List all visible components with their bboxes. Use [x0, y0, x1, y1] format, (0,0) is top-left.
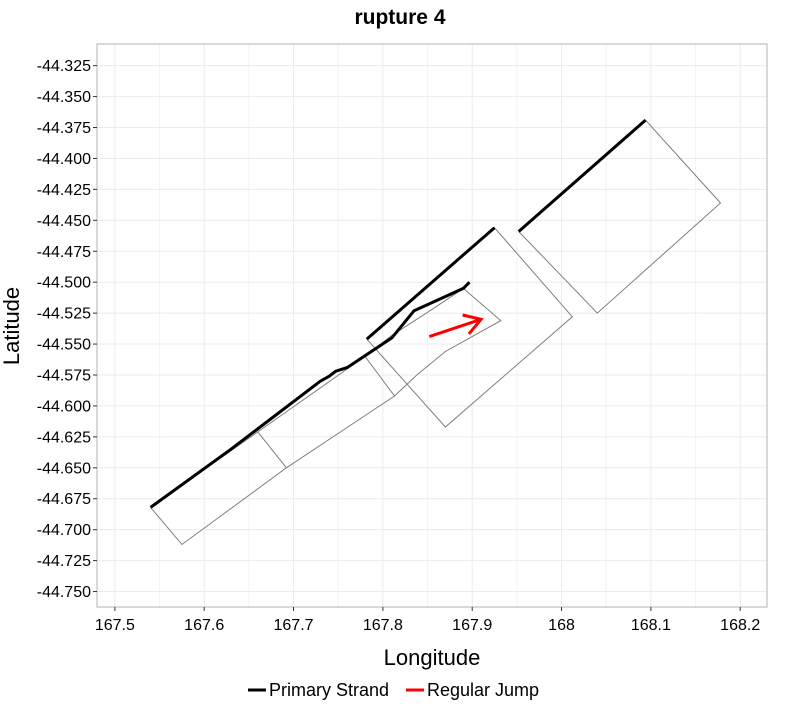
fault-outline	[366, 226, 574, 428]
y-tick-label: -44.350	[37, 89, 91, 106]
chart-title: rupture 4	[354, 6, 445, 29]
x-axis-label: Longitude	[384, 645, 481, 670]
y-tick-label: -44.550	[37, 337, 91, 354]
series-layer	[149, 118, 647, 509]
y-tick-label: -44.500	[37, 275, 91, 292]
primary-strand-line	[365, 226, 496, 341]
y-tick-label: -44.400	[37, 151, 91, 168]
y-tick-label: -44.725	[37, 553, 91, 570]
y-tick-label: -44.600	[37, 398, 91, 415]
y-tick-label: -44.650	[37, 460, 91, 477]
y-tick-label: -44.750	[37, 584, 91, 601]
y-tick-label: -44.450	[37, 213, 91, 230]
plot-frame	[96, 43, 768, 608]
legend-label-regular-jump: Regular Jump	[427, 680, 539, 700]
y-axis-ticks: -44.325 -44.350 -44.375 -44.400 -44.425 -44.4…	[37, 58, 97, 601]
x-tick-label: 168.2	[720, 617, 760, 634]
grid-layer	[97, 44, 767, 607]
regular-jump-arrowhead	[462, 313, 484, 335]
y-tick-label: -44.475	[37, 244, 91, 261]
x-tick-label: 167.8	[363, 617, 403, 634]
y-tick-label: -44.675	[37, 491, 91, 508]
fault-outline	[150, 431, 288, 546]
x-tick-label: 167.7	[274, 617, 314, 634]
x-axis-ticks: 167.5 167.6 167.7 167.8 167.9 168 168.1 168.2	[95, 607, 760, 634]
y-tick-label: -44.575	[37, 367, 91, 384]
legend-label-primary-strand: Primary Strand	[269, 680, 389, 700]
fault-outline	[518, 119, 722, 314]
y-tick-label: -44.375	[37, 120, 91, 137]
legend: Primary Strand Regular Jump	[248, 680, 539, 700]
y-tick-label: -44.625	[37, 429, 91, 446]
y-axis-label: Latitude	[0, 287, 24, 365]
x-tick-label: 167.9	[452, 617, 492, 634]
x-tick-label: 167.5	[95, 617, 135, 634]
x-tick-label: 168	[548, 617, 575, 634]
primary-strand-line	[149, 281, 471, 509]
y-tick-label: -44.525	[37, 306, 91, 323]
y-tick-label: -44.425	[37, 182, 91, 199]
y-tick-label: -44.700	[37, 522, 91, 539]
regular-jump-line	[428, 317, 482, 339]
y-tick-label: -44.325	[37, 58, 91, 75]
fault-outline-layer	[150, 119, 722, 546]
primary-strand-line	[517, 118, 647, 233]
fault-outline	[257, 355, 396, 469]
x-tick-label: 167.6	[184, 617, 224, 634]
x-tick-label: 168.1	[631, 617, 671, 634]
